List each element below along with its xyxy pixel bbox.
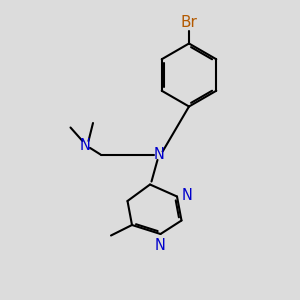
- Text: N: N: [155, 238, 166, 253]
- Text: N: N: [182, 188, 192, 202]
- Text: Br: Br: [181, 15, 197, 30]
- Text: N: N: [154, 147, 164, 162]
- Text: N: N: [80, 138, 91, 153]
